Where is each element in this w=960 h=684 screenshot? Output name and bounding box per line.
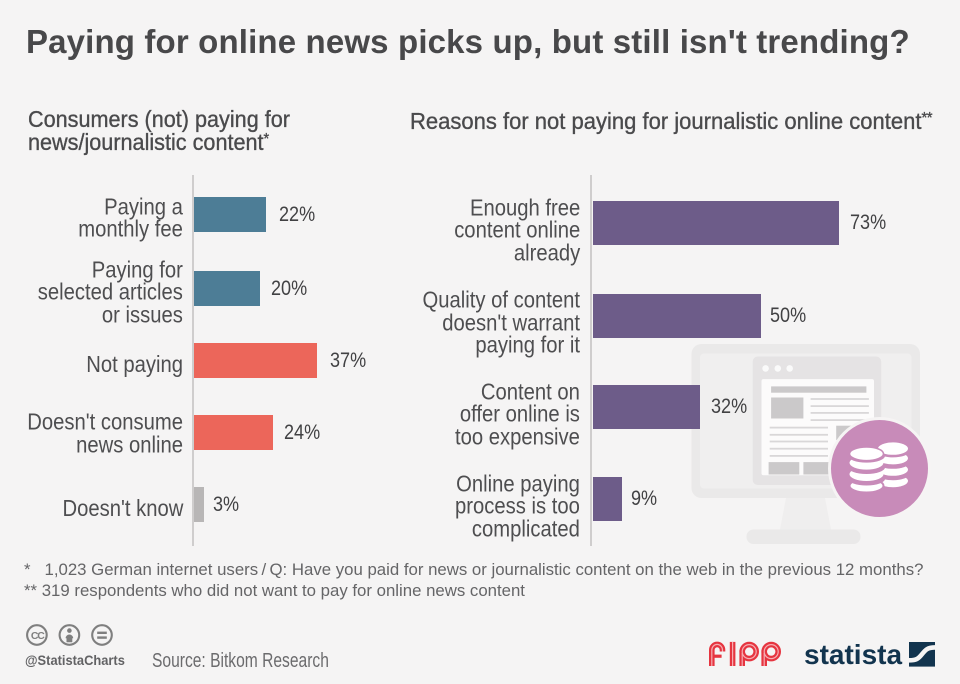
svg-text:CC: CC [31, 630, 45, 642]
